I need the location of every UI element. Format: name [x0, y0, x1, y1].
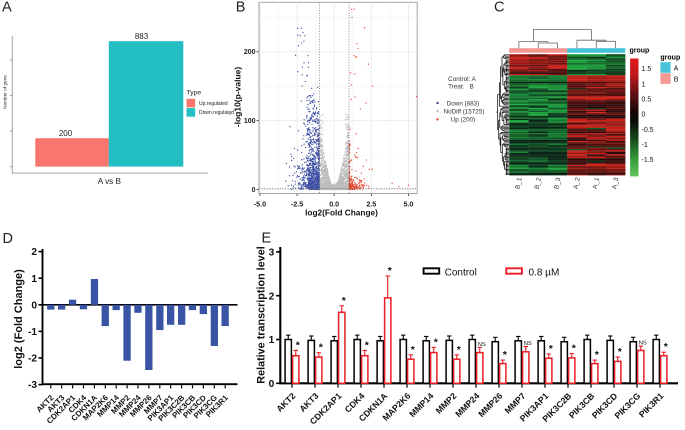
svg-text:*: *: [618, 346, 623, 358]
svg-text:0.8 µM: 0.8 µM: [529, 267, 560, 278]
svg-text:group: group: [660, 54, 680, 61]
svg-text:2: 2: [269, 291, 275, 302]
svg-text:1.5: 1.5: [642, 66, 652, 73]
svg-text:-0.5: -0.5: [642, 127, 654, 134]
svg-text:group: group: [630, 47, 650, 54]
svg-text:A: A: [2, 0, 12, 15]
svg-text:D: D: [3, 231, 13, 247]
svg-text:E: E: [262, 231, 272, 247]
svg-text:1: 1: [31, 274, 37, 285]
svg-text:AKT2: AKT2: [274, 391, 297, 414]
svg-text:200: 200: [59, 129, 73, 138]
svg-text:*: *: [434, 336, 439, 348]
svg-text:0: 0: [252, 187, 256, 194]
svg-text:Down (883): Down (883): [447, 101, 480, 108]
svg-text:*: *: [296, 339, 301, 351]
svg-text:200: 200: [244, 49, 256, 56]
svg-text:*: *: [503, 349, 508, 361]
svg-text:2.5: 2.5: [366, 199, 376, 208]
svg-text:883: 883: [135, 32, 149, 41]
svg-text:NoDiff (15725): NoDiff (15725): [444, 109, 485, 116]
svg-text:Relative transcription level: Relative transcription level: [256, 246, 268, 383]
svg-text:5.0: 5.0: [403, 199, 413, 208]
svg-text:A vs B: A vs B: [98, 177, 122, 186]
svg-text:3: 3: [269, 248, 275, 259]
svg-text:Type: Type: [187, 90, 202, 97]
svg-text:ad: ad: [228, 112, 232, 116]
svg-text:B: B: [674, 77, 679, 84]
svg-text:Control: A: Control: A: [448, 76, 476, 83]
svg-text:Up.regulated: Up.regulated: [199, 101, 228, 107]
svg-text:A_3: A_3: [611, 177, 620, 190]
svg-text:2: 2: [31, 247, 37, 258]
svg-text:0: 0: [31, 300, 37, 311]
svg-text:-2.5: -2.5: [291, 199, 303, 208]
svg-text:B_1: B_1: [514, 177, 523, 190]
svg-text:-1: -1: [28, 327, 37, 338]
svg-text:100: 100: [244, 118, 256, 125]
svg-text:MMP14: MMP14: [407, 391, 435, 419]
svg-text:0.0: 0.0: [329, 199, 339, 208]
svg-text:Treat: B: Treat: B: [448, 84, 474, 91]
svg-text:A_1: A_1: [592, 177, 601, 190]
svg-text:1: 1: [642, 81, 646, 88]
svg-text:*: *: [664, 341, 669, 353]
svg-text:C: C: [494, 0, 504, 16]
svg-text:-1.5: -1.5: [642, 157, 654, 164]
svg-text:*: *: [572, 343, 577, 355]
svg-text:Control: Control: [445, 267, 477, 278]
svg-text:NS: NS: [478, 342, 486, 348]
svg-text:1: 1: [269, 335, 275, 346]
svg-text:B_3: B_3: [553, 177, 562, 190]
svg-text:*: *: [411, 344, 416, 356]
svg-text:NS: NS: [524, 341, 532, 347]
svg-text:B: B: [236, 0, 246, 15]
svg-text:-5.0: -5.0: [254, 199, 266, 208]
svg-text:log2 (Fold Change): log2 (Fold Change): [13, 269, 25, 369]
svg-text:-1: -1: [642, 142, 648, 149]
svg-text:*: *: [319, 342, 324, 354]
svg-text:0: 0: [269, 379, 275, 390]
svg-text:*: *: [342, 295, 347, 307]
svg-text:Number of gene: Number of gene: [3, 75, 8, 109]
svg-text:PIK3R1: PIK3R1: [637, 391, 666, 420]
svg-text:-log10(p-value): -log10(p-value): [233, 67, 243, 128]
svg-text:*: *: [549, 343, 554, 355]
svg-text:0.5: 0.5: [642, 97, 652, 104]
svg-text:Down.regulated: Down.regulated: [199, 110, 234, 116]
svg-text:*: *: [388, 265, 393, 277]
svg-text:PIK3CG: PIK3CG: [612, 391, 642, 421]
svg-text:-3: -3: [28, 380, 37, 391]
svg-text:log2(Fold Change): log2(Fold Change): [305, 208, 378, 218]
svg-text:MMP24: MMP24: [453, 391, 481, 419]
svg-text:*: *: [595, 349, 600, 361]
svg-text:A: A: [674, 66, 679, 73]
svg-text:MMP26: MMP26: [476, 391, 504, 419]
svg-text:*: *: [365, 339, 370, 351]
svg-text:-2: -2: [28, 354, 37, 365]
svg-text:A_2: A_2: [572, 177, 581, 190]
svg-text:NS: NS: [639, 341, 647, 347]
svg-text:*: *: [457, 344, 462, 356]
svg-text:B_2: B_2: [534, 177, 543, 190]
svg-text:Up (200): Up (200): [451, 117, 476, 124]
svg-text:0: 0: [642, 112, 646, 119]
